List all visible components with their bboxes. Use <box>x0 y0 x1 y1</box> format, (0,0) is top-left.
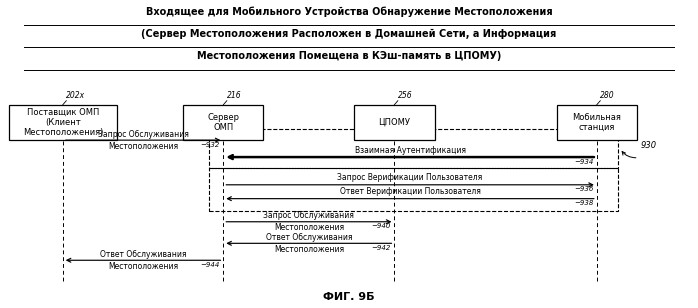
Text: Взаимная Аутентификация: Взаимная Аутентификация <box>355 146 466 155</box>
Text: Ответ Обслуживания: Ответ Обслуживания <box>266 233 352 242</box>
Text: −934: −934 <box>574 159 593 164</box>
Text: −944: −944 <box>200 262 220 268</box>
Text: Входящее для Мобильного Устройства Обнаружение Местоположения: Входящее для Мобильного Устройства Обнар… <box>146 7 552 17</box>
Text: Местоположения: Местоположения <box>108 142 178 151</box>
FancyBboxPatch shape <box>557 105 637 140</box>
Text: ФИГ. 9Б: ФИГ. 9Б <box>323 293 375 302</box>
FancyBboxPatch shape <box>183 105 264 140</box>
Text: ЦПОМУ: ЦПОМУ <box>378 118 410 127</box>
Text: −936: −936 <box>574 186 593 192</box>
Text: Местоположения: Местоположения <box>108 262 178 271</box>
FancyBboxPatch shape <box>8 105 117 140</box>
Text: Ответ Обслуживания: Ответ Обслуживания <box>100 250 186 259</box>
Text: Местоположения: Местоположения <box>274 245 344 254</box>
Text: (Сервер Местоположения Расположен в Домашней Сети, а Информация: (Сервер Местоположения Расположен в Дома… <box>142 29 556 39</box>
Text: Сервер
ОМП: Сервер ОМП <box>207 113 239 132</box>
FancyBboxPatch shape <box>354 105 434 140</box>
Text: Запрос Обслуживания: Запрос Обслуживания <box>263 211 355 220</box>
Text: Запрос Верификации Пользователя: Запрос Верификации Пользователя <box>337 173 483 182</box>
Text: −942: −942 <box>371 245 391 251</box>
Text: −932: −932 <box>200 142 220 148</box>
Text: Местоположения Помещена в КЭш-память в ЦПОМУ): Местоположения Помещена в КЭш-память в Ц… <box>197 51 501 61</box>
Text: Местоположения: Местоположения <box>274 223 344 232</box>
Text: Мобильная
станция: Мобильная станция <box>572 113 621 132</box>
Text: 256: 256 <box>398 91 413 100</box>
Text: 202x: 202x <box>66 91 85 100</box>
Text: −940: −940 <box>371 223 391 229</box>
Text: 930: 930 <box>641 141 657 150</box>
Text: −938: −938 <box>574 200 593 206</box>
Text: Ответ Верификации Пользователя: Ответ Верификации Пользователя <box>340 187 480 196</box>
Text: Запрос Обслуживания: Запрос Обслуживания <box>98 130 188 139</box>
Text: 280: 280 <box>600 91 615 100</box>
Text: 216: 216 <box>227 91 242 100</box>
Text: Поставщик ОМП
(Клиент
Местоположения): Поставщик ОМП (Клиент Местоположения) <box>22 107 103 137</box>
